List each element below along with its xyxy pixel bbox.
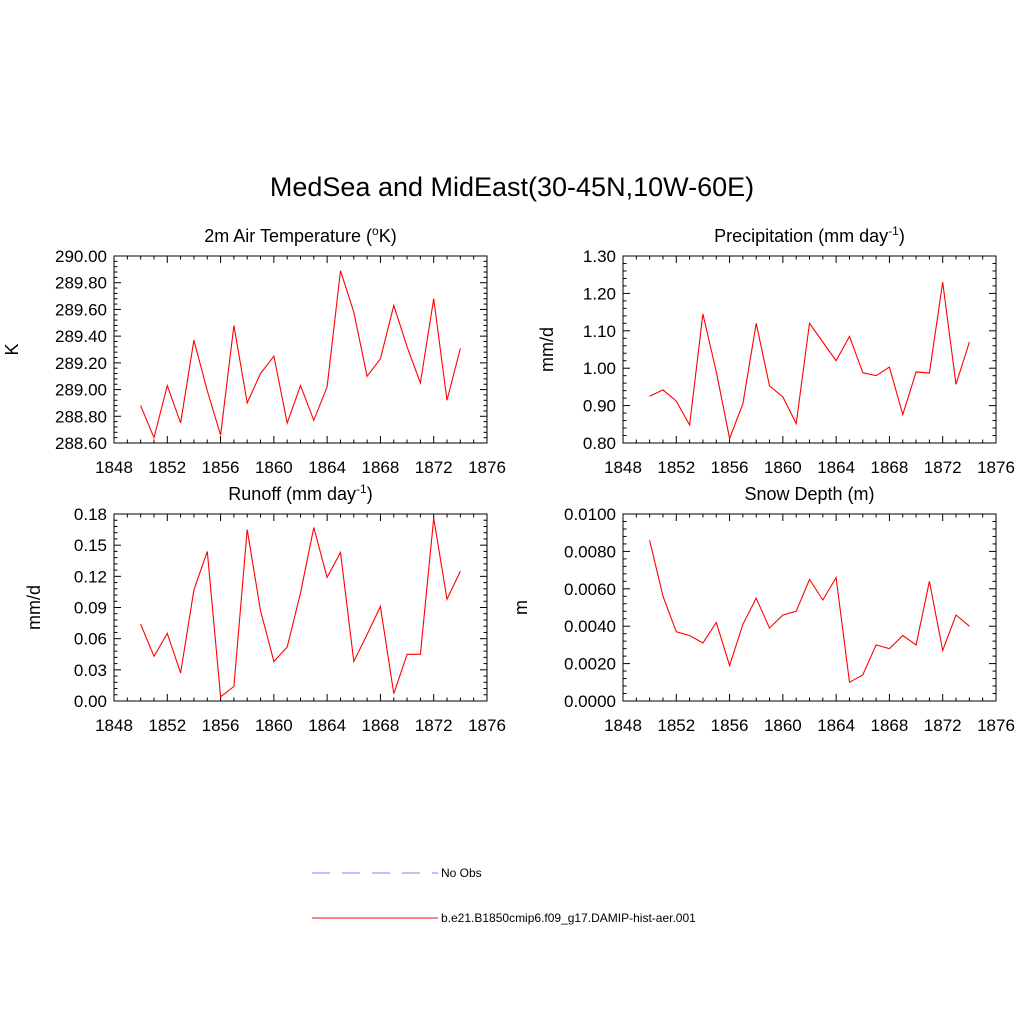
y-tick-label: 289.80 (55, 274, 107, 293)
x-tick-label: 1872 (924, 716, 962, 735)
x-tick-label: 1876 (977, 458, 1015, 477)
x-tick-label: 1864 (817, 458, 855, 477)
y-tick-label: 0.09 (74, 599, 107, 618)
plot-frame (113, 255, 488, 444)
legend-obs-line (312, 872, 438, 874)
x-tick-label: 1864 (817, 716, 855, 735)
x-tick-label: 1852 (657, 716, 695, 735)
y-tick-label: 0.00 (74, 692, 107, 711)
y-tick-label: 0.15 (74, 536, 107, 555)
x-tick-label: 1848 (604, 716, 642, 735)
y-tick-label: 0.06 (74, 630, 107, 649)
y-tick-label: 0.90 (583, 397, 616, 416)
x-tick-label: 1848 (95, 458, 133, 477)
legend-obs-label: No Obs (441, 866, 482, 880)
x-tick-label: 1876 (468, 716, 506, 735)
y-tick-label: 1.00 (583, 359, 616, 378)
y-tick-label: 0.03 (74, 661, 107, 680)
y-tick-label: 0.0040 (564, 617, 616, 636)
x-tick-label: 1872 (924, 458, 962, 477)
y-tick-label: 289.40 (55, 327, 107, 346)
x-tick-label: 1860 (764, 458, 802, 477)
x-tick-label: 1848 (604, 458, 642, 477)
series-line (649, 540, 970, 684)
panel-3: 1848 1852 1856 1860 1864 1868 1872 1876 0.00 0.03… (24, 482, 506, 735)
x-tick-label: 1872 (415, 458, 453, 477)
x-tick-label: 1852 (148, 458, 186, 477)
figure-title: MedSea and MidEast(30-45N,10W-60E) (269, 172, 755, 202)
y-axis-label: K (2, 343, 22, 355)
x-tick-label: 1868 (871, 458, 909, 477)
x-tick-label: 1860 (764, 716, 802, 735)
x-tick-label: 1868 (362, 458, 400, 477)
x-tick-label: 1860 (255, 716, 293, 735)
x-tick-label: 1856 (202, 458, 240, 477)
panel-title: Precipitation (mm day-1) (714, 224, 905, 246)
x-tick-label: 1876 (468, 458, 506, 477)
x-tick-label: 1868 (871, 716, 909, 735)
series-line (649, 282, 970, 441)
x-tick-label: 1872 (415, 716, 453, 735)
x-tick-label: 1860 (255, 458, 293, 477)
panel-1: 1848 1852 1856 1860 1864 1868 1872 1876 288.60 28… (2, 224, 506, 477)
y-axis-label: mm/d (24, 585, 44, 630)
y-tick-label: 0.0060 (564, 580, 616, 599)
y-tick-label: 0.0100 (564, 505, 616, 524)
x-tick-label: 1852 (657, 458, 695, 477)
plot-frame (622, 513, 997, 702)
y-tick-label: 1.20 (583, 284, 616, 303)
x-tick-label: 1876 (977, 716, 1015, 735)
panel-title: Snow Depth (m) (744, 484, 874, 504)
legend-model-line (312, 917, 438, 919)
series-line (140, 270, 461, 440)
y-axis-label: mm/d (537, 327, 557, 372)
x-tick-label: 1856 (202, 716, 240, 735)
panel-title: 2m Air Temperature (oK) (204, 224, 396, 246)
plot-frame (622, 255, 997, 444)
y-tick-label: 288.80 (55, 407, 107, 426)
y-tick-label: 0.0020 (564, 655, 616, 674)
series-line (140, 518, 461, 698)
y-tick-label: 0.0000 (564, 692, 616, 711)
x-tick-label: 1848 (95, 716, 133, 735)
y-tick-label: 288.60 (55, 434, 107, 453)
y-tick-label: 0.80 (583, 434, 616, 453)
y-tick-label: 0.18 (74, 505, 107, 524)
y-tick-label: 289.00 (55, 381, 107, 400)
y-tick-label: 0.12 (74, 567, 107, 586)
x-tick-label: 1864 (308, 716, 346, 735)
x-tick-label: 1852 (148, 716, 186, 735)
x-tick-label: 1868 (362, 716, 400, 735)
y-tick-label: 0.0080 (564, 542, 616, 561)
panel-2: 1848 1852 1856 1860 1864 1868 1872 1876 0.80 0.90… (537, 224, 1015, 477)
x-tick-label: 1856 (711, 458, 749, 477)
legend-model-label: b.e21.B1850cmip6.f09_g17.DAMIP-hist-aer.… (441, 911, 696, 925)
panel-title: Runoff (mm day-1) (228, 482, 372, 504)
x-tick-label: 1864 (308, 458, 346, 477)
y-tick-label: 1.10 (583, 322, 616, 341)
y-axis-label: m (511, 600, 531, 615)
y-tick-label: 289.20 (55, 354, 107, 373)
panel-4: 1848 1852 1856 1860 1864 1868 1872 1876 0.0000 0.… (511, 484, 1015, 735)
x-tick-label: 1856 (711, 716, 749, 735)
y-tick-label: 290.00 (55, 247, 107, 266)
y-tick-label: 1.30 (583, 247, 616, 266)
y-tick-label: 289.60 (55, 300, 107, 319)
